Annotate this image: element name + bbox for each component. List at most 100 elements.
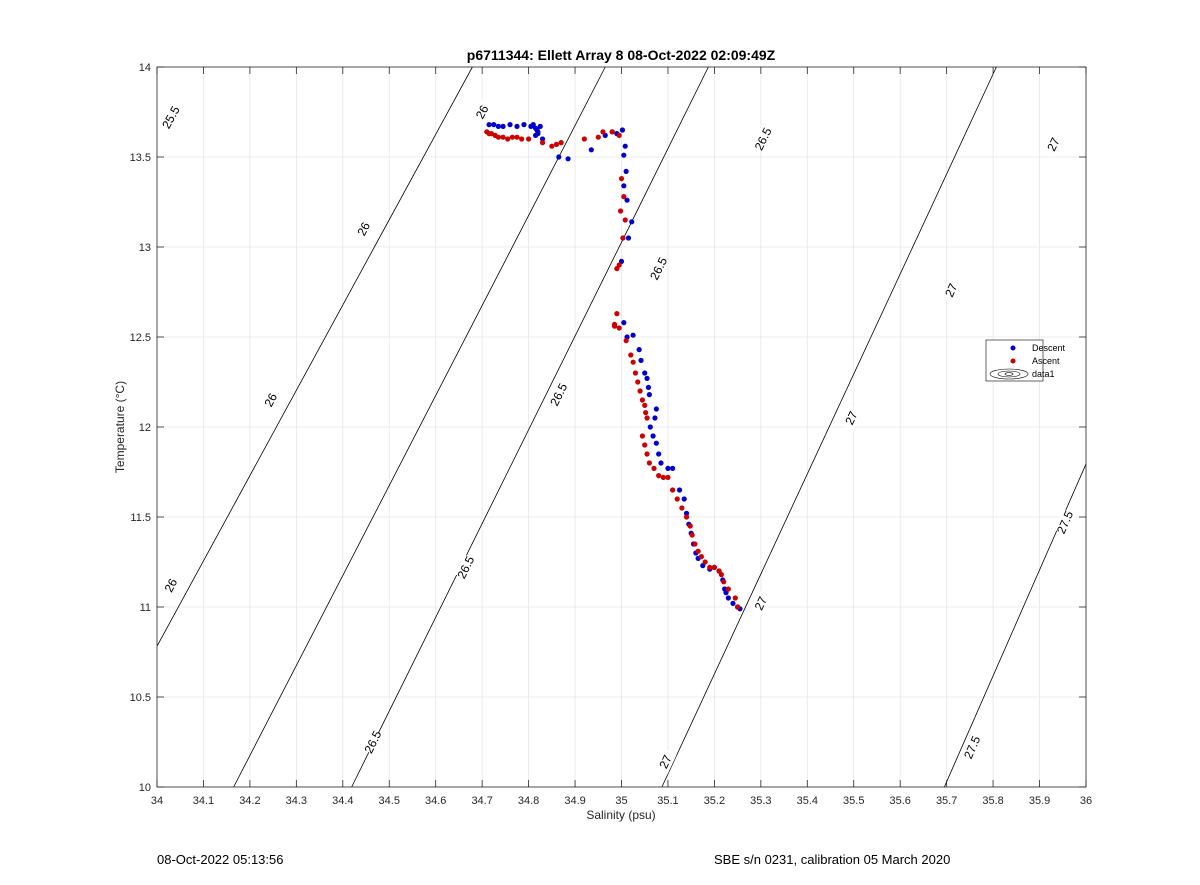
descent-point [622,143,628,149]
descent-point [725,595,731,601]
descent-point [681,496,687,502]
x-tick-label: 35.5 [843,795,864,807]
legend-descent-marker [1010,345,1016,351]
x-tick-label: 34.1 [193,795,214,807]
series-ascent [484,129,741,610]
contour-label: 27 [1044,135,1062,153]
contour-label-bg [1042,131,1065,158]
ascent-point [635,379,641,385]
ascent-point [595,134,601,140]
ascent-point [514,134,520,140]
x-tick-label: 35.3 [750,795,771,807]
contour-label-bg [352,216,375,242]
contour-label: 26.5 [362,728,385,755]
descent-point [588,147,594,153]
chart-title: p6711344: Ellett Array 8 08-Oct-2022 02:… [467,47,776,63]
descent-point [514,123,520,129]
contour-label: 27.5 [1054,509,1076,536]
axis-ticks: 34 34.1 34.2 34.3 34.4 34.5 34.6 34.7 34.8 34.9 35… [130,62,1093,807]
contour-label-bg [752,126,775,152]
descent-point [530,122,536,128]
ascent-point [600,129,606,135]
x-tick-label: 35.2 [704,795,725,807]
contour-label: 26 [473,103,492,122]
descent-point [646,392,652,398]
contour-line-26 [233,66,606,788]
x-tick-label: 34.7 [471,795,492,807]
ascent-point [643,410,649,416]
ascent-point [526,136,532,142]
contour-label: 26 [262,391,281,410]
ascent-point [683,514,690,520]
contour-label-bg [454,554,478,581]
x-tick-label: 35 [615,795,627,807]
descent-point [730,600,736,607]
ascent-point [646,460,652,466]
descent-point [630,332,636,338]
x-tick-label: 34.8 [518,795,539,807]
ascent-point [539,140,546,146]
descent-point [665,465,671,471]
ascent-point [637,388,643,394]
y-axis-label: Temperature (°C) [113,381,127,473]
y-tick-label: 13 [139,242,151,254]
contour-label: 27 [842,409,860,427]
ascent-point [725,586,731,592]
ascent-point [632,370,639,376]
x-tick-label: 36 [1080,795,1092,807]
descent-point [656,451,662,457]
ascent-point [735,604,741,610]
x-tick-label: 34.6 [425,795,446,807]
contour-label-bg [961,734,984,761]
descent-point [624,197,630,203]
descent-point [491,122,497,128]
descent-point [535,131,541,137]
ascent-point [642,442,648,448]
ascent-point [695,548,701,554]
contour-label-bg [749,590,772,617]
ascent-point [639,433,646,439]
ascent-point [616,325,622,331]
legend-ascent-marker [1010,358,1016,364]
contour-label-bg [470,99,494,125]
legend-data1-label: data1 [1032,369,1055,379]
contour-label-bg [547,381,570,408]
y-tick-label: 14 [139,62,151,74]
y-tick-label: 12.5 [130,332,151,344]
contour-label: 26.5 [454,554,477,581]
ascent-point [581,136,587,142]
x-tick-label: 35.4 [797,795,818,807]
descent-point [621,183,627,189]
x-axis-label: Salinity (psu) [586,808,655,822]
contour-label: 26 [162,576,181,595]
contour-label: 27 [656,753,674,771]
descent-point [653,440,659,446]
contour-label-bg [654,748,677,775]
ascent-point [505,136,511,142]
descent-point [650,433,656,439]
descent-point [642,370,648,376]
x-tick-label: 35.8 [982,795,1003,807]
contour-label: 27.5 [961,734,983,761]
ascent-point [689,532,695,538]
ascent-point [614,311,620,317]
descent-point [621,320,627,326]
ascent-point [553,141,560,147]
ascent-point [611,323,618,329]
y-tick-label: 10 [139,782,151,794]
footer-sensor-info: SBE s/n 0231, calibration 05 March 2020 [714,852,951,867]
contour-label-bg [840,405,863,431]
descent-point [683,510,690,516]
ascent-point [614,266,620,272]
descent-point [636,347,642,353]
ascent-point [509,134,515,140]
ascent-point [660,474,666,480]
descent-point [621,152,627,158]
descent-point [623,168,629,174]
ascent-point [665,474,671,480]
ascent-point [721,579,727,585]
ascent-point [609,129,615,135]
ascent-point [628,352,634,358]
y-tick-label: 13.5 [130,152,151,164]
contour-label: 26.5 [752,125,775,152]
